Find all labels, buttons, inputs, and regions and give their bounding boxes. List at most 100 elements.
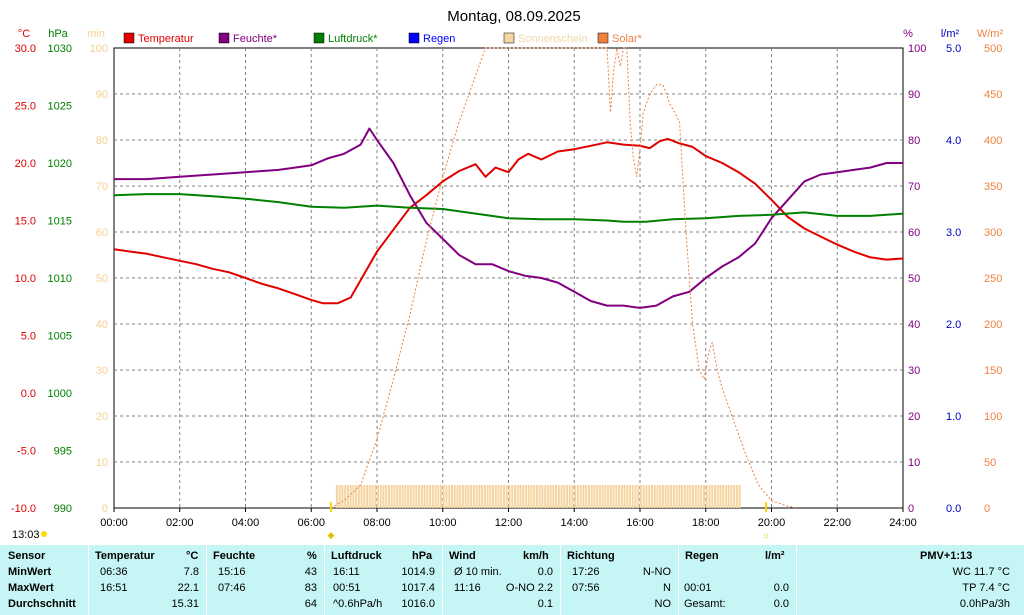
sunshine-bar	[456, 485, 459, 508]
y-tick-label: 0	[908, 503, 914, 515]
sunshine-bar	[503, 485, 506, 508]
sunshine-bar	[629, 485, 632, 508]
sunshine-bar	[552, 485, 555, 508]
sunshine-bar	[412, 485, 415, 508]
series-lines	[113, 47, 904, 509]
y-tick-label: 90	[908, 89, 920, 101]
header-pressure-unit: hPa	[412, 550, 433, 562]
sunshine-bar	[563, 485, 566, 508]
y-tick-label: 20.0	[15, 158, 36, 170]
sunshine-bar	[700, 485, 703, 508]
sunshine-bar	[585, 485, 588, 508]
sunshine-bar	[642, 485, 645, 508]
y-tick-label: 3.0	[946, 227, 961, 239]
sunshine-bar	[366, 485, 369, 508]
chart-legend: Temperatur Feuchte* Luftdruck* Regen Sonnens…	[123, 32, 643, 45]
sunshine-bar	[338, 485, 341, 508]
header-humidity: Feuchte	[213, 550, 256, 562]
sunshine-bar	[434, 485, 437, 508]
table-cell-dir-time: 07:56	[572, 582, 600, 594]
sunshine-bar	[719, 485, 722, 508]
y-tick-label: 40	[96, 319, 108, 331]
sunshine-bar	[607, 485, 610, 508]
table-cell-hum-time: 07:46	[218, 582, 246, 594]
x-tick-label: 08:00	[363, 517, 391, 529]
y-tick-label: 0	[102, 503, 108, 515]
table-cell-press: 1016.0	[401, 598, 435, 610]
sunshine-bar	[590, 485, 593, 508]
sunshine-bar	[711, 485, 714, 508]
axis-unit-label: hPa	[48, 28, 68, 40]
sunshine-bar	[648, 485, 651, 508]
header-humidity-unit: %	[307, 550, 317, 562]
sunshine-bar	[738, 485, 741, 508]
sunshine-bar	[697, 485, 700, 508]
sunshine-bar	[387, 485, 390, 508]
table-cell-hum: 64	[304, 598, 317, 610]
corner-time: 13:03	[12, 529, 40, 541]
sunshine-bar	[656, 485, 659, 508]
sunshine-bar	[735, 485, 738, 508]
sunshine-bar	[601, 485, 604, 508]
sunshine-bar	[335, 485, 338, 508]
sunshine-bar	[634, 485, 637, 508]
sunshine-bar	[404, 485, 407, 508]
sunshine-bar	[437, 485, 440, 508]
sunshine-bar	[486, 485, 489, 508]
y-tick-label: 10	[96, 457, 108, 469]
x-tick-label: 12:00	[495, 517, 523, 529]
y-tick-label: 30.0	[15, 43, 36, 55]
sunshine-bar	[530, 485, 533, 508]
sunshine-bar	[363, 485, 366, 508]
sunshine-bar	[535, 485, 538, 508]
y-tick-label: 90	[96, 89, 108, 101]
sunshine-bar	[549, 485, 552, 508]
sunshine-bar	[546, 485, 549, 508]
x-tick-label: 22:00	[823, 517, 851, 529]
sunshine-bar	[533, 485, 536, 508]
legend-swatch	[503, 32, 515, 44]
sunshine-bar	[464, 485, 467, 508]
y-tick-label: 20	[96, 411, 108, 423]
table-cell-hum-time: 15:16	[218, 566, 246, 578]
table-cell-label: MaxWert	[8, 582, 54, 594]
legend-label: Luftdruck*	[328, 33, 378, 45]
x-tick-label: 24:00	[889, 517, 917, 529]
sunshine-bar	[355, 485, 358, 508]
y-tick-label: 50	[96, 273, 108, 285]
x-tick-label: 04:00	[232, 517, 260, 529]
sunshine-bar	[382, 485, 385, 508]
y-tick-label: -10.0	[11, 503, 36, 515]
y-tick-label: 1015	[48, 216, 72, 228]
sunshine-bar	[481, 485, 484, 508]
header-temperature: Temperatur	[95, 550, 155, 562]
header-rain-unit: l/m²	[765, 550, 785, 562]
sunshine-bar	[620, 485, 623, 508]
sunshine-bar	[385, 485, 388, 508]
table-cell-pmv: WC 11.7 °C	[952, 566, 1010, 578]
legend-label: Solar*	[612, 33, 643, 45]
table-cell-dir: N-NO	[642, 566, 671, 578]
sunshine-bar	[511, 485, 514, 508]
sunshine-bar	[555, 485, 558, 508]
y-tick-label: 1025	[48, 101, 72, 113]
sunshine-bar	[640, 485, 642, 508]
sunshine-bar	[615, 485, 618, 508]
y-tick-label: 200	[984, 319, 1002, 331]
sunshine-bar	[678, 485, 681, 508]
table-cell-wind: 0.1	[537, 598, 553, 610]
header-pressure: Luftdruck	[331, 550, 382, 562]
y-tick-label: 50	[908, 273, 920, 285]
sunshine-bar	[596, 485, 599, 508]
axis-unit-label: l/m²	[941, 28, 960, 40]
y-tick-label: 400	[984, 135, 1002, 147]
sunshine-bar	[653, 485, 656, 508]
table-cell-wind-label: 11:16	[454, 582, 481, 594]
y-tick-label: 1000	[48, 388, 72, 400]
y-tick-label: 1.0	[946, 411, 961, 423]
sunshine-bar	[568, 485, 571, 508]
legend-label: Sonnenschein	[518, 33, 588, 45]
sunshine-bar	[368, 485, 371, 508]
table-cell-rain: 0.0	[773, 582, 789, 594]
sunshine-bar	[724, 485, 727, 508]
